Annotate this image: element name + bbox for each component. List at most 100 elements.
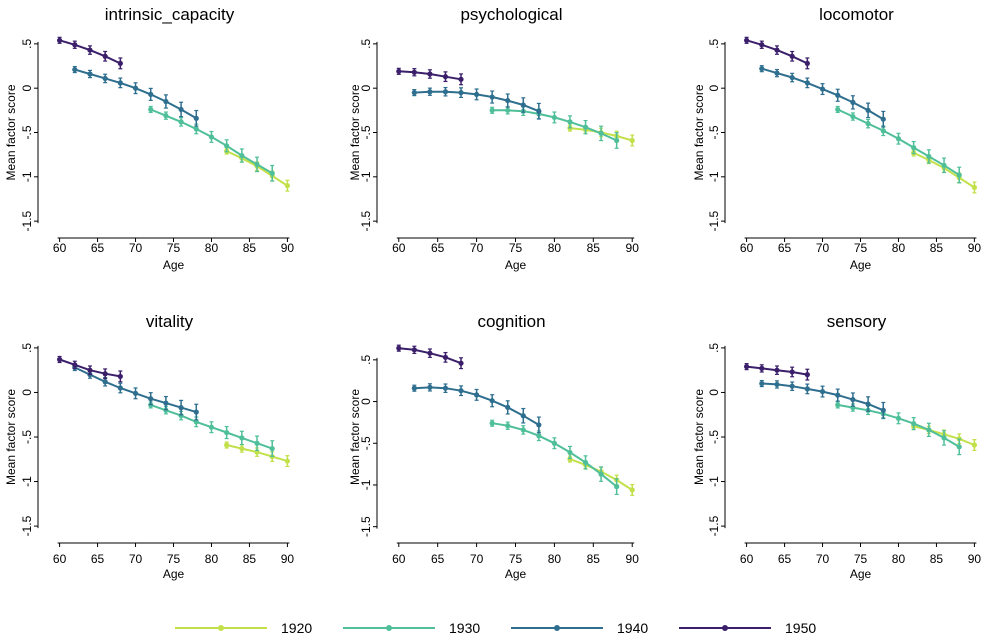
data-point xyxy=(102,371,108,377)
y-axis-title: Mean factor score xyxy=(4,84,18,180)
data-point xyxy=(442,354,449,360)
panel-title: psychological xyxy=(460,5,562,24)
data-point xyxy=(163,98,169,105)
data-point xyxy=(956,172,962,178)
data-point xyxy=(102,75,108,82)
y-tick-label: .5 xyxy=(359,355,373,365)
x-tick-label: 85 xyxy=(930,241,944,255)
data-point xyxy=(442,89,449,95)
x-tick-label: 65 xyxy=(431,552,445,566)
series-1930 xyxy=(489,106,620,149)
y-tick-label: -1.5 xyxy=(20,515,34,536)
panel-title: locomotor xyxy=(819,5,894,24)
data-point xyxy=(804,80,810,86)
data-point xyxy=(148,396,154,402)
y-tick-label: .5 xyxy=(20,343,34,353)
x-axis-title: Age xyxy=(163,567,185,581)
legend-label: 1950 xyxy=(785,620,816,636)
data-point xyxy=(193,419,199,425)
chart-panel-cognition: cognition -1.5 -1 -.5 0 .5 Mean factor score 60… xyxy=(348,312,639,581)
x-tick-label: 90 xyxy=(968,241,982,255)
x-tick-label: 80 xyxy=(892,552,906,566)
y-axis-title: Mean factor score xyxy=(348,84,362,180)
data-point xyxy=(520,413,526,419)
data-point xyxy=(911,144,917,151)
data-point xyxy=(117,373,123,380)
data-point xyxy=(87,367,93,373)
x-axis-title: Age xyxy=(163,258,185,272)
data-point xyxy=(505,404,511,410)
data-point xyxy=(411,69,417,75)
data-point xyxy=(926,153,932,160)
y-tick-label: 0 xyxy=(707,85,721,92)
data-point xyxy=(505,107,511,113)
data-point xyxy=(56,37,63,43)
data-point xyxy=(193,115,199,121)
data-point xyxy=(774,70,780,76)
x-tick-label: 60 xyxy=(740,552,754,566)
y-axis-title: Mean factor score xyxy=(4,389,18,485)
y-tick-label: -1.5 xyxy=(707,515,721,536)
x-tick-label: 70 xyxy=(129,241,143,255)
y-tick-label: -1 xyxy=(359,171,373,182)
y-axis-title: Mean factor score xyxy=(692,389,706,485)
x-tick-label: 65 xyxy=(431,241,445,255)
data-point xyxy=(148,106,154,113)
y-tick-label: -.5 xyxy=(20,125,34,139)
data-point xyxy=(582,459,589,466)
series-line xyxy=(492,422,618,488)
data-point xyxy=(789,53,795,59)
data-point xyxy=(835,106,841,113)
data-point xyxy=(819,388,826,395)
y-tick-label: -.5 xyxy=(359,436,373,450)
data-point xyxy=(835,392,841,398)
data-point xyxy=(396,345,402,351)
x-tick-label: 85 xyxy=(930,552,944,566)
data-point xyxy=(132,390,139,396)
data-point xyxy=(895,136,902,142)
data-point xyxy=(239,445,245,452)
y-tick-label: .5 xyxy=(20,39,34,49)
data-point xyxy=(614,137,620,144)
x-tick-label: 80 xyxy=(892,241,906,255)
y-tick-label: -1 xyxy=(20,476,34,487)
x-tick-label: 70 xyxy=(129,552,143,566)
legend-item-1940: 1940 xyxy=(511,620,648,636)
x-tick-label: 60 xyxy=(53,241,67,255)
data-point xyxy=(254,440,260,446)
x-axis-title: Age xyxy=(850,567,872,581)
y-tick-label: -.5 xyxy=(707,125,721,139)
series-1930 xyxy=(489,419,620,496)
data-point xyxy=(427,350,433,356)
data-point xyxy=(789,369,795,375)
data-point xyxy=(789,74,795,81)
data-point xyxy=(567,456,573,462)
data-point xyxy=(427,71,433,77)
data-point xyxy=(774,381,780,388)
legend-marker-swatch xyxy=(554,625,560,631)
data-point xyxy=(759,42,765,48)
data-point xyxy=(743,364,750,370)
series-1950 xyxy=(56,36,123,70)
data-point xyxy=(880,128,886,134)
y-tick-label: -1 xyxy=(707,476,721,487)
data-point xyxy=(567,119,573,125)
series-1930 xyxy=(835,401,962,456)
data-point xyxy=(163,113,169,119)
data-point xyxy=(87,47,93,53)
data-point xyxy=(427,384,433,390)
y-tick-label: -1 xyxy=(359,479,373,490)
data-point xyxy=(458,90,464,96)
data-point xyxy=(880,407,886,413)
data-point xyxy=(819,86,826,92)
y-tick-label: -1 xyxy=(20,171,34,182)
x-tick-label: 85 xyxy=(587,552,601,566)
series-line xyxy=(837,403,960,448)
data-point xyxy=(759,380,765,387)
data-point xyxy=(284,183,291,189)
data-point xyxy=(239,435,245,441)
data-point xyxy=(489,398,495,404)
data-point xyxy=(520,427,526,433)
data-point xyxy=(117,385,123,391)
data-point xyxy=(473,392,480,398)
